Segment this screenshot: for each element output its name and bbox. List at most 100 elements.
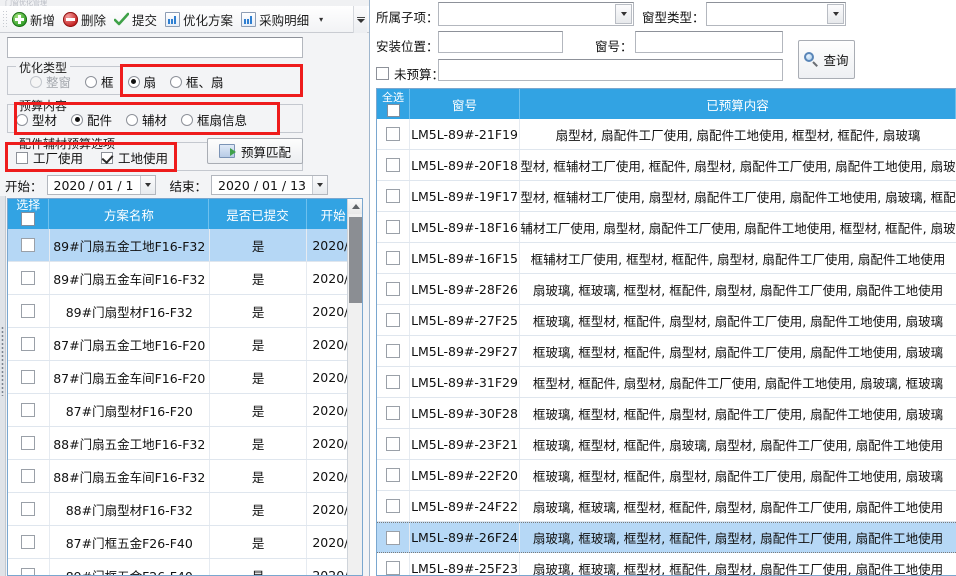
table-row[interactable]: 89#门框五金F26-F40 是 2020/0 — [8, 559, 362, 575]
table-row[interactable]: LM5L-89#-16F15 框辅材工厂使用, 框型材, 框配件, 扇型材, 扇配… — [377, 243, 956, 274]
table-row[interactable]: LM5L-89#-23F21 框玻璃, 框型材, 框配件, 扇玻璃, 扇型材, 扇… — [377, 429, 956, 460]
install-position-input[interactable] — [438, 31, 563, 53]
table-row[interactable]: 87#门扇五金工地F16-F20 是 2020/0 — [8, 328, 362, 361]
windows-header-window-no[interactable]: 窗号 — [410, 89, 520, 119]
row-checkbox-cell[interactable] — [8, 394, 50, 426]
table-row[interactable]: LM5L-89#-21F19 扇型材, 扇配件工厂使用, 扇配件工地使用, 框型材… — [377, 119, 956, 150]
chevron-down-icon[interactable] — [827, 4, 844, 24]
row-checkbox-cell[interactable] — [8, 460, 50, 492]
row-checkbox-cell[interactable] — [377, 212, 410, 242]
toolbar-button-purchase-detail[interactable]: 采购明细 — [238, 8, 314, 30]
checkbox-icon[interactable] — [386, 437, 400, 451]
unbudgeted-checkbox[interactable]: 未预算： — [376, 64, 444, 83]
row-checkbox-cell[interactable] — [377, 523, 410, 552]
plans-header-select[interactable]: 选择 — [8, 199, 50, 229]
toolbar-overflow-icon[interactable] — [353, 6, 367, 33]
select-all-checkbox-icon[interactable] — [21, 212, 36, 226]
row-checkbox-cell[interactable] — [377, 274, 410, 304]
table-row[interactable]: 88#门扇五金车间F16-F32 是 2020/0 — [8, 460, 362, 493]
radio-profile[interactable]: 型材 — [16, 110, 57, 129]
row-checkbox-cell[interactable] — [377, 243, 410, 273]
checkbox-icon[interactable] — [386, 406, 400, 420]
table-row[interactable]: 89#门扇五金车间F16-F32 是 2020/0 — [8, 262, 362, 295]
row-checkbox-cell[interactable] — [377, 181, 410, 211]
table-row[interactable]: LM5L-89#-28F26 扇玻璃, 框玻璃, 框型材, 框配件, 扇型材, 扇… — [377, 274, 956, 305]
checkbox-icon[interactable] — [386, 313, 400, 327]
checkbox-icon[interactable] — [386, 375, 400, 389]
checkbox-icon[interactable] — [21, 535, 36, 549]
table-row[interactable]: LM5L-89#-31F29 框型材, 框配件, 扇型材, 扇配件工厂使用, 扇配… — [377, 367, 956, 398]
checkbox-icon[interactable] — [21, 502, 36, 516]
checkbox-icon[interactable] — [386, 561, 400, 575]
row-checkbox-cell[interactable] — [377, 398, 410, 428]
table-row[interactable]: 87#门扇五金车间F16-F20 是 2020/0 — [8, 361, 362, 394]
plans-header-name[interactable]: 方案名称 — [49, 199, 210, 229]
select-all-checkbox-icon[interactable] — [386, 103, 400, 117]
row-checkbox-cell[interactable] — [377, 150, 410, 180]
plans-table-scrollbar[interactable] — [347, 199, 362, 575]
table-row[interactable]: LM5L-89#-19F17 框型材, 框辅材工厂使用, 扇型材, 扇配件工厂使用… — [377, 181, 956, 212]
checkbox-icon[interactable] — [386, 127, 400, 141]
checkbox-icon[interactable] — [21, 337, 36, 351]
row-checkbox-cell[interactable] — [8, 493, 50, 525]
budget-match-button[interactable]: 预算匹配 — [207, 138, 303, 164]
row-checkbox-cell[interactable] — [8, 295, 50, 327]
checkbox-icon[interactable] — [21, 238, 36, 252]
table-row[interactable]: LM5L-89#-22F20 框玻璃, 框型材, 框配件, 扇型材, 扇配件工厂使… — [377, 460, 956, 491]
table-row[interactable]: 89#门扇五金工地F16-F32 是 2020/0 — [8, 229, 362, 262]
checkbox-site-use[interactable]: 工地使用 — [101, 148, 168, 167]
row-checkbox-cell[interactable] — [377, 460, 410, 490]
row-checkbox-cell[interactable] — [8, 229, 50, 261]
windows-header-content[interactable]: 已预算内容 — [520, 89, 956, 119]
table-row[interactable]: LM5L-89#-18F16 框辅材工厂使用, 扇型材, 扇配件工厂使用, 扇配件… — [377, 212, 956, 243]
row-checkbox-cell[interactable] — [8, 262, 50, 294]
row-checkbox-cell[interactable] — [377, 553, 410, 575]
row-checkbox-cell[interactable] — [377, 119, 410, 149]
subitem-combo[interactable] — [438, 2, 634, 26]
table-row[interactable]: 87#门扇型材F16-F20 是 2020/0 — [8, 394, 362, 427]
radio-auxiliary[interactable]: 辅材 — [126, 110, 167, 129]
table-row[interactable]: 88#门扇型材F16-F32 是 2020/0 — [8, 493, 362, 526]
toolbar-button-delete[interactable]: 删除 — [60, 8, 111, 30]
checkbox-icon[interactable] — [386, 344, 400, 358]
chevron-down-icon[interactable] — [311, 176, 327, 194]
unbudgeted-input[interactable] — [438, 59, 783, 81]
checkbox-icon[interactable] — [21, 469, 36, 483]
chevron-down-icon[interactable]: ▾ — [319, 14, 324, 24]
row-checkbox-cell[interactable] — [377, 305, 410, 335]
toolbar-button-add[interactable]: 新增 — [9, 8, 60, 30]
checkbox-icon[interactable] — [386, 468, 400, 482]
row-checkbox-cell[interactable] — [377, 491, 410, 521]
query-button[interactable]: 查询 — [798, 40, 855, 79]
checkbox-icon[interactable] — [386, 189, 400, 203]
windows-header-select-all[interactable]: 全选 — [377, 89, 410, 119]
table-row[interactable]: LM5L-89#-24F22 扇玻璃, 框玻璃, 框型材, 框配件, 扇型材, 扇… — [377, 491, 956, 522]
search-input[interactable] — [7, 37, 303, 58]
checkbox-icon[interactable] — [21, 370, 36, 384]
radio-accessory[interactable]: 配件 — [71, 110, 112, 129]
start-date-picker[interactable]: 2020 / 01 / 1 — [46, 175, 156, 195]
table-row[interactable]: 88#门扇五金工地F16-F32 是 2020/0 — [8, 427, 362, 460]
checkbox-icon[interactable] — [386, 282, 400, 296]
chevron-down-icon[interactable] — [615, 4, 632, 24]
row-checkbox-cell[interactable] — [377, 367, 410, 397]
checkbox-icon[interactable] — [21, 436, 36, 450]
radio-sash[interactable]: 扇 — [127, 72, 156, 91]
table-row[interactable]: 89#门扇型材F16-F32 是 2020/0 — [8, 295, 362, 328]
table-row[interactable]: 87#门框五金F26-F40 是 2020/0 — [8, 526, 362, 559]
checkbox-icon[interactable] — [386, 530, 400, 545]
checkbox-icon[interactable] — [21, 304, 36, 318]
row-checkbox-cell[interactable] — [8, 559, 50, 575]
table-row[interactable]: LM5L-89#-30F28 框玻璃, 框型材, 框配件, 扇型材, 扇配件工厂使… — [377, 398, 956, 429]
checkbox-icon[interactable] — [21, 271, 36, 285]
table-row[interactable]: LM5L-89#-29F27 框玻璃, 框型材, 框配件, 扇型材, 扇配件工厂使… — [377, 336, 956, 367]
table-row[interactable]: LM5L-89#-26F24 扇玻璃, 框玻璃, 框型材, 框配件, 扇型材, 扇… — [377, 522, 956, 553]
checkbox-icon[interactable] — [386, 220, 400, 234]
scroll-up-icon[interactable] — [348, 199, 362, 214]
radio-whole-window[interactable]: 整窗 — [30, 72, 71, 91]
chevron-down-icon[interactable] — [139, 176, 155, 194]
checkbox-icon[interactable] — [21, 568, 36, 575]
checkbox-icon[interactable] — [386, 499, 400, 513]
window-no-input[interactable] — [635, 31, 783, 53]
row-checkbox-cell[interactable] — [377, 336, 410, 366]
